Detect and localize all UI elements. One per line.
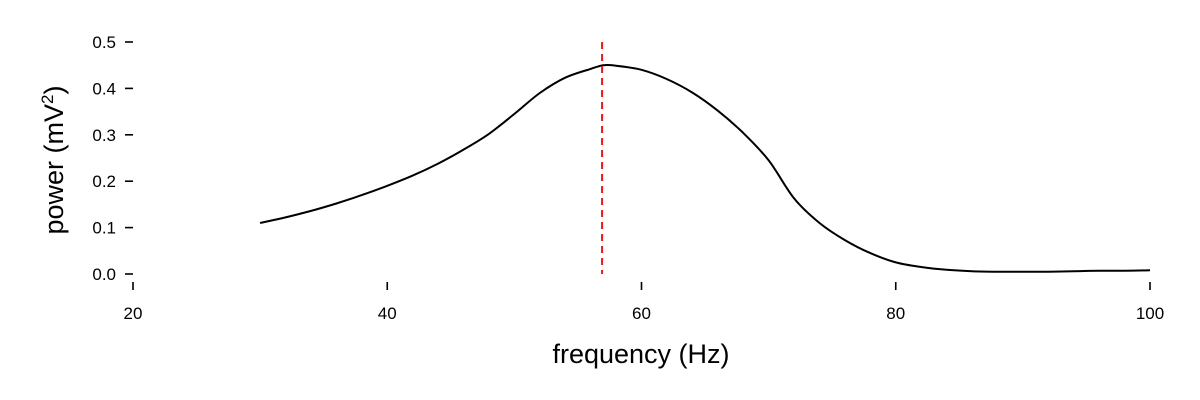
power-spectrum-line xyxy=(259,63,1151,273)
y-tick-label: 0.5 xyxy=(92,33,116,52)
x-tick-label: 20 xyxy=(124,304,143,323)
y-tick-label: 0.4 xyxy=(92,79,116,98)
plot-area xyxy=(259,42,1151,274)
x-axis: 20 40 60 80 100 xyxy=(124,282,1164,323)
x-axis-label: frequency (Hz) xyxy=(552,339,729,369)
y-axis-label-superscript: 2 xyxy=(38,95,57,104)
y-tick-label: 0.3 xyxy=(92,126,116,145)
x-tick-label: 100 xyxy=(1136,304,1164,323)
y-axis: 0.0 0.1 0.2 0.3 0.4 0.5 xyxy=(92,33,133,284)
x-tick-label: 80 xyxy=(886,304,905,323)
y-tick-label: 0.2 xyxy=(92,172,116,191)
y-axis-label: power (mV2) xyxy=(38,86,69,235)
x-tick-label: 40 xyxy=(378,304,397,323)
y-tick-label: 0.1 xyxy=(92,219,116,238)
y-axis-label-close: ) xyxy=(39,86,69,95)
y-axis-label-main: power (mV xyxy=(39,104,69,235)
x-tick-label: 60 xyxy=(632,304,651,323)
y-tick-label: 0.0 xyxy=(92,265,116,284)
